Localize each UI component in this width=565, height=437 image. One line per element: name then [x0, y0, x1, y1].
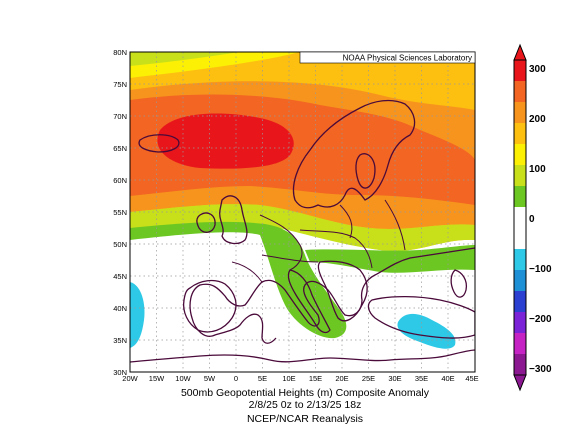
colorbar-tick: −200 — [529, 314, 552, 325]
lon-axis: 20W 15W 10W 5W 0 5E 10E 15E 20E 25E 30E … — [122, 374, 478, 383]
iberia-coast — [182, 279, 237, 333]
balkans-coast — [317, 260, 368, 322]
anomaly-band-300 — [157, 113, 294, 169]
colorbar-segments — [514, 60, 526, 376]
lat-tick: 75N — [113, 80, 127, 89]
colorbar-segment — [514, 60, 526, 82]
lat-tick: 40N — [113, 304, 127, 313]
caspian-coast — [450, 269, 468, 298]
colorbar-tick: −300 — [529, 364, 552, 375]
lon-tick: 10W — [175, 374, 191, 383]
lat-tick: 60N — [113, 176, 127, 185]
colorbar-segment — [514, 228, 526, 250]
colorbar-tick: 200 — [529, 114, 546, 125]
map-panel: NOAA Physical Sciences Laboratory — [129, 51, 476, 373]
anomaly-band-top-green — [130, 52, 240, 66]
colorbar-segment — [514, 312, 526, 334]
gulf-of-bothnia — [355, 153, 376, 189]
colorbar-segment — [514, 291, 526, 313]
colorbar-segment — [514, 333, 526, 355]
lon-tick: 30E — [388, 374, 401, 383]
colorbar-segment — [514, 102, 526, 124]
credit-text: NOAA Physical Sciences Laboratory — [343, 54, 472, 63]
anomaly-band-100 — [130, 204, 475, 251]
lon-tick: 25E — [362, 374, 375, 383]
lat-tick: 50N — [113, 240, 127, 249]
lat-tick: 65N — [113, 144, 127, 153]
ireland-coast — [196, 212, 216, 233]
border-3 — [339, 204, 353, 239]
border-2 — [299, 229, 373, 269]
lon-tick: 5W — [204, 374, 216, 383]
iceland-coast — [138, 134, 180, 153]
colorbar-segment — [514, 165, 526, 187]
lon-tick: 45E — [465, 374, 478, 383]
lat-tick: 70N — [113, 112, 127, 121]
lat-axis: 80N 75N 70N 65N 60N 55N 50N 45N 40N 35N … — [113, 48, 127, 377]
lon-tick: 5E — [258, 374, 267, 383]
colorbar-tick: −100 — [529, 264, 552, 275]
colorbar-segment — [514, 270, 526, 292]
title-line-2: 2/8/25 0z to 2/13/25 18z — [248, 399, 362, 411]
turkey-coast — [367, 295, 475, 339]
colorbar-segment — [514, 81, 526, 103]
britain-coast — [219, 195, 248, 245]
colorbar-frame — [513, 59, 527, 376]
anomaly-fill — [130, 52, 475, 349]
lat-tick: 45N — [113, 272, 127, 281]
credit-box — [299, 51, 476, 64]
border-4 — [261, 254, 319, 263]
anomaly-band-50-east — [305, 245, 475, 273]
map-title: 500mb Geopotential Heights (m) Composite… — [130, 387, 480, 425]
colorbar-segment — [514, 186, 526, 208]
colorbar-segment — [514, 249, 526, 271]
lon-tick: 0 — [234, 374, 238, 383]
lat-tick: 30N — [113, 368, 127, 377]
colorbar-bottom-arrow — [513, 374, 527, 392]
coastlines — [130, 99, 475, 363]
lat-tick: 80N — [113, 48, 127, 57]
border-6 — [231, 261, 263, 283]
colorbar-segment — [514, 207, 526, 229]
colorbar-tick: 100 — [529, 164, 546, 175]
lon-tick: 35E — [415, 374, 428, 383]
colorbar-segment — [514, 144, 526, 166]
lat-tick: 35N — [113, 336, 127, 345]
lon-tick: 40E — [441, 374, 454, 383]
italy-coast — [287, 269, 331, 334]
colorbar-tick: 0 — [529, 214, 535, 225]
europe-coast — [189, 247, 475, 344]
colorbar: 300 200 100 0 −100 −200 −300 — [513, 43, 552, 392]
anomaly-neg-west — [130, 282, 145, 348]
border-1 — [259, 214, 303, 271]
scandinavia-coast — [292, 99, 416, 209]
colorbar-tick: 300 — [529, 64, 546, 75]
colorbar-segment — [514, 354, 526, 376]
border-5 — [384, 199, 406, 251]
colorbar-top-arrow — [513, 43, 527, 61]
lon-tick: 15E — [309, 374, 322, 383]
lon-tick: 20W — [122, 374, 138, 383]
title-line-1: 500mb Geopotential Heights (m) Composite… — [180, 387, 430, 399]
lon-tick: 15W — [149, 374, 165, 383]
anomaly-band-50 — [130, 221, 347, 339]
lat-tick: 55N — [113, 208, 127, 217]
graticule — [130, 52, 475, 372]
north-africa-coast — [130, 349, 475, 363]
colorbar-segment — [514, 123, 526, 145]
lon-tick: 20E — [335, 374, 348, 383]
map-subtitle: NCEP/NCAR Reanalysis — [246, 413, 364, 425]
lon-tick: 10E — [282, 374, 295, 383]
